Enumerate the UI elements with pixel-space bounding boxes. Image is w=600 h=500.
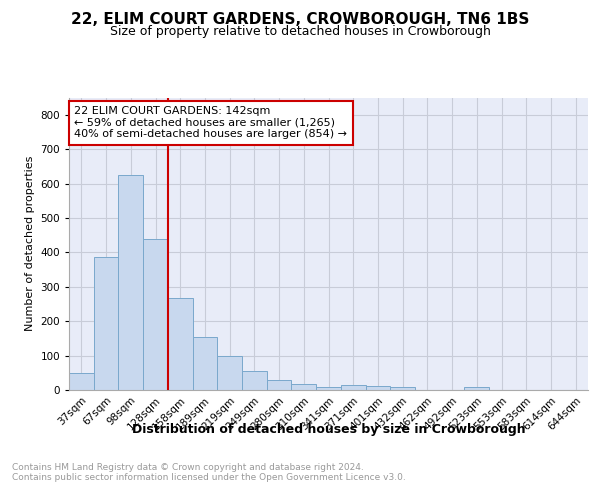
Text: 22 ELIM COURT GARDENS: 142sqm
← 59% of detached houses are smaller (1,265)
40% o: 22 ELIM COURT GARDENS: 142sqm ← 59% of d…: [74, 106, 347, 140]
Bar: [168, 298, 193, 390]
Bar: [143, 238, 168, 390]
Bar: [118, 175, 143, 390]
Bar: [365, 386, 390, 390]
Bar: [341, 385, 365, 390]
Text: Distribution of detached houses by size in Crowborough: Distribution of detached houses by size …: [132, 422, 526, 436]
Bar: [69, 373, 94, 390]
Y-axis label: Number of detached properties: Number of detached properties: [25, 156, 35, 332]
Bar: [94, 257, 118, 390]
Text: 22, ELIM COURT GARDENS, CROWBOROUGH, TN6 1BS: 22, ELIM COURT GARDENS, CROWBOROUGH, TN6…: [71, 12, 529, 28]
Bar: [193, 338, 217, 390]
Bar: [292, 384, 316, 390]
Text: Size of property relative to detached houses in Crowborough: Size of property relative to detached ho…: [110, 25, 490, 38]
Bar: [464, 387, 489, 390]
Text: Contains HM Land Registry data © Crown copyright and database right 2024.
Contai: Contains HM Land Registry data © Crown c…: [12, 462, 406, 482]
Bar: [390, 387, 415, 390]
Bar: [242, 371, 267, 390]
Bar: [267, 380, 292, 390]
Bar: [316, 386, 341, 390]
Bar: [217, 356, 242, 390]
